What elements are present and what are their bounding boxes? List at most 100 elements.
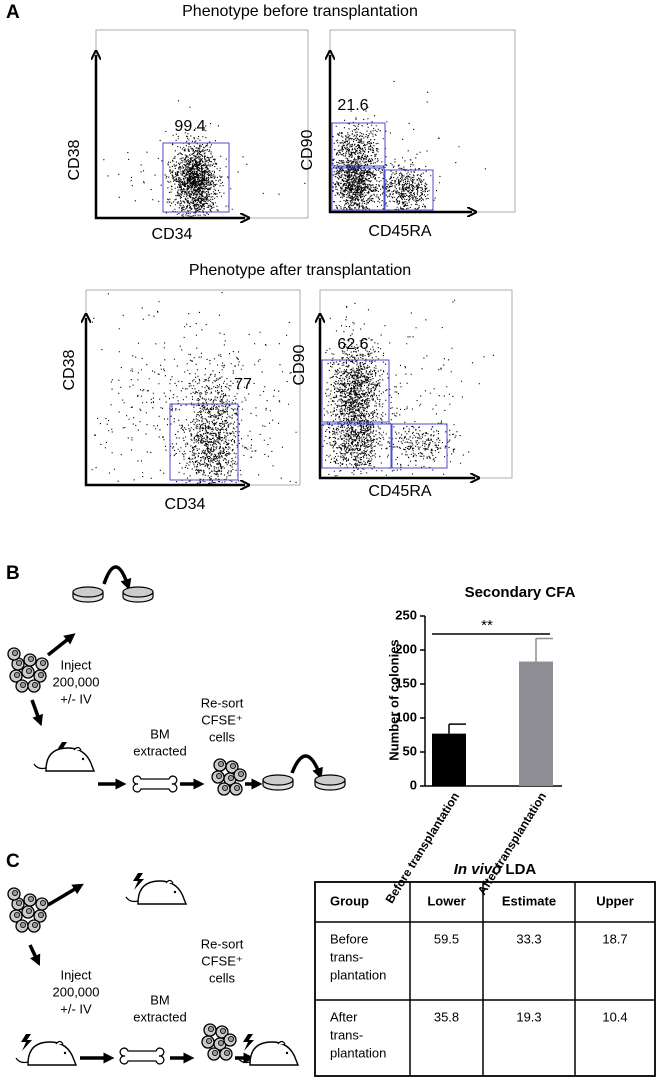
axis-arrow [320,318,475,478]
bar [519,661,553,786]
gate-label: 62.6 [337,336,368,353]
y-axis-label: Number of colonies [386,639,401,760]
panel-label: C [6,851,20,872]
cell-nucleus [13,672,20,679]
title-part: In vivo [454,861,502,878]
arrow [28,944,41,967]
step-label: extracted [133,743,186,758]
cell-nucleus [217,1040,224,1047]
cell-nucleus [227,775,234,782]
step-label: Re-sort [201,936,244,951]
arrow [30,699,43,727]
dish-top [262,774,294,786]
cell-nucleus [38,912,45,919]
diagrams: Inject 200,000 +/- IV BM extracted Re-sort CFS… [7,565,346,1066]
cell-nucleus [15,900,22,907]
table-cell: trans- [330,1027,363,1042]
mouse-tail [33,763,47,770]
event-cloud [91,292,297,484]
cell-nucleus [25,668,32,675]
dish-top [72,586,104,598]
y-axis-label: CD90 [299,129,316,170]
table-cell: trans- [330,949,363,964]
mouse-ear [55,1040,64,1045]
mouse-eye [81,757,85,761]
gate-label: 77 [234,376,252,393]
y-tick-label: 150 [395,675,417,690]
step-label: cells [209,729,236,744]
mouse-eye [285,1051,289,1055]
mouse [45,747,96,772]
mouse [137,880,188,905]
x-axis-label: CD45RA [368,483,431,500]
table-cell: 59.5 [434,931,459,946]
step-label: 200,000 [53,984,100,999]
section-title: Phenotype after transplantation [189,262,411,279]
cell-nucleus [40,900,47,907]
table-cell: After [330,1009,358,1024]
cell-nucleus [25,908,32,915]
mouse [249,1041,300,1066]
cell-nucleus [223,1050,230,1057]
step-label: BM [150,992,170,1007]
cell-nucleus [27,896,34,903]
arrow [47,883,84,907]
y-tick-label: 100 [395,709,417,724]
significance: ** [481,617,493,634]
gate-label: 21.6 [337,97,368,114]
mouse-eye [173,890,177,894]
step-label: 200,000 [53,674,100,689]
bolt [133,873,144,890]
table-header: Upper [596,893,634,908]
cell-nucleus [229,763,236,770]
gate-label: 99.4 [174,118,205,135]
section-title: Phenotype before transplantation [182,3,418,20]
table-cell: 10.4 [602,1009,627,1024]
title-part: LDA [505,861,536,878]
plot-frame [85,289,301,486]
step-label: CFSE⁺ [201,953,243,968]
table-cell: 18.7 [602,931,627,946]
cell-nucleus [233,785,240,792]
cell-nucleus [38,672,45,679]
y-axis-label: CD38 [61,349,78,390]
event-cloud [322,299,494,477]
y-tick-label: 50 [403,743,417,758]
bar [432,733,466,786]
cell-nucleus [32,682,39,689]
cell-nucleus [19,922,26,929]
step-label: CFSE⁺ [201,712,243,727]
axis-arrow [86,318,245,485]
arrow [46,633,76,657]
table-cell: 35.8 [434,1009,459,1024]
table-header: Group [330,893,369,908]
arrow [102,565,132,591]
step-label: Re-sort [201,695,244,710]
y-axis-label: CD90 [291,344,308,385]
cell-nucleus [205,1038,212,1045]
dish-top [122,586,154,598]
step-label: +/- IV [60,1001,92,1016]
y-tick-label: 250 [395,607,417,622]
cell-nucleus [219,1028,226,1035]
step-label: Inject [60,967,91,982]
cell-nucleus [217,761,224,768]
x-axis-label: CD45RA [368,223,431,240]
step-label: extracted [133,1009,186,1024]
cytometry: 99.4 CD38 CD34 21.6 CD90 CD45RA 77 CD38 CD34 62.6… [61,29,516,513]
cell-nucleus [11,650,18,657]
table-cell: 19.3 [516,1009,541,1024]
mouse-ear [165,879,174,884]
cell-nucleus [11,890,18,897]
table-title: In vivo LDA [454,861,537,878]
cell-nucleus [27,656,34,663]
axis-arrow [330,55,472,212]
table-header: Lower [427,893,465,908]
bone [119,1047,165,1065]
panel-label: B [6,563,20,584]
cell-nucleus [32,922,39,929]
mouse-ear [277,1040,286,1045]
chart-title: Secondary CFA [465,584,576,601]
y-axis-label: CD38 [66,139,83,180]
